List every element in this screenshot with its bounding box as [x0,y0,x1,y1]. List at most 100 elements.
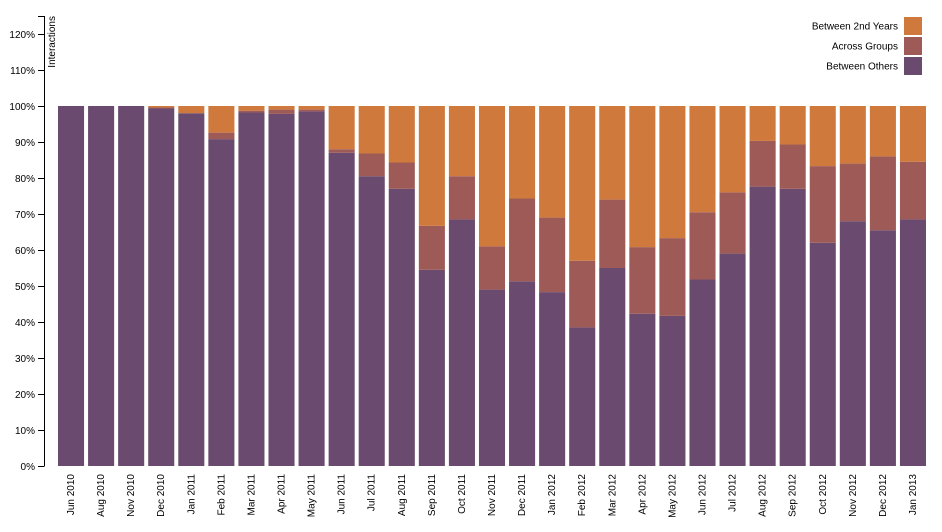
x-tick-label: Feb 2011 [216,474,227,516]
bar-segment-between-others [298,111,325,467]
bar-stack [599,106,626,466]
y-tick-label: 30% [15,354,35,365]
bar-segment-between-2nd-years [629,106,656,248]
bar-segment-across-groups [839,163,866,222]
bar-stack [869,106,896,466]
bar-segment-between-others [539,292,566,466]
x-tick-label: Aug 2012 [758,474,769,517]
x-tick-label: Nov 2012 [848,474,859,517]
legend-swatch [904,57,922,75]
bar-segment-between-others [599,268,626,466]
bar-stack [58,106,85,466]
bar-segment-between-others [88,106,115,466]
x-tick-label: Apr 2011 [277,474,288,514]
x-axis-labels: Jun 2010 Aug 2010 Nov 2010 Dec 2010 Jan 2011… [66,474,919,518]
bar-segment-between-2nd-years [268,106,295,110]
bar-segment-between-others [208,139,235,466]
bar-segment-between-2nd-years [719,106,746,193]
bar-segment-across-groups [629,247,656,314]
y-tick-label: 100% [9,102,35,113]
bar-segment-between-others [659,315,686,466]
y-axis: 0% 10% 20% 30% 40% 50% 60% 70% 80% 90% 100% 110% 120… [9,16,45,473]
bar-segment-between-others [689,279,716,466]
bar-segment-between-others [328,152,355,467]
x-tick-label: Oct 2011 [457,474,468,514]
bar-segment-between-others [268,113,295,467]
bar-segment-between-others [358,176,385,466]
bar-stack [418,106,445,466]
x-tick-label: Jan 2011 [186,474,197,515]
bar-segment-between-2nd-years [178,106,205,114]
x-tick-label: Jul 2012 [728,474,739,512]
bar-stack [539,106,566,466]
bar-segment-across-groups [448,176,475,220]
legend-label: Between 2nd Years [812,22,898,33]
bar-segment-between-2nd-years [238,106,265,111]
x-tick-label: Dec 2012 [878,474,889,517]
x-tick-label: Feb 2012 [577,474,588,517]
bar-segment-across-groups [268,109,295,114]
bar-segment-between-2nd-years [358,106,385,154]
bar-segment-across-groups [569,260,596,328]
bar-segment-between-2nd-years [509,106,536,199]
x-tick-label: Oct 2012 [818,474,829,515]
bar-stack [178,106,205,466]
bar-segment-between-others [388,188,415,467]
bar-segment-between-2nd-years [599,106,626,200]
y-tick-label: 10% [15,426,35,437]
bar-stack [899,106,926,466]
bar-segment-across-groups [749,140,776,187]
bar-segment-across-groups [809,166,836,243]
x-tick-label: Aug 2010 [96,474,107,517]
y-axis-title: Interactions [47,16,58,68]
bar-stack [148,106,175,467]
x-tick-label: Dec 2010 [156,474,167,517]
bar-segment-between-others [809,242,836,466]
bar-segment-between-2nd-years [539,106,566,218]
bar-segment-across-groups [298,109,325,112]
bar-segment-between-others [569,327,596,466]
bar-segment-between-others [118,106,145,466]
bar-stack [118,106,145,466]
x-tick-label: Aug 2011 [397,474,408,517]
bar-segment-across-groups [599,199,626,268]
bar-segment-between-2nd-years [689,106,716,213]
x-tick-label: Nov 2011 [487,474,498,517]
bar-segment-between-2nd-years [478,106,506,247]
x-tick-label: Jun 2010 [66,474,77,516]
y-tick-label: 90% [15,138,35,149]
bar-segment-across-groups [358,153,385,177]
bar-segment-between-others [478,289,506,466]
bar-segment-across-groups [539,217,566,293]
bar-segment-between-2nd-years [148,106,175,108]
bar-stack [448,106,475,466]
bar-segment-between-others [418,269,445,466]
bar-segment-across-groups [328,149,355,153]
x-tick-label: Sep 2011 [427,474,438,517]
bar-segment-across-groups [148,107,175,109]
bar-segment-between-others [749,186,776,466]
bar-stack [509,106,536,466]
bars [58,106,926,467]
bar-segment-between-2nd-years [839,106,866,164]
x-tick-label: Jan 2013 [908,474,919,516]
bar-segment-across-groups [208,132,235,140]
bar-segment-across-groups [388,162,415,189]
y-tick-label: 80% [15,174,35,185]
bar-stack [88,106,115,466]
x-tick-label: Mar 2011 [246,474,257,516]
bar-stack [238,106,265,466]
bar-segment-between-others [869,230,896,466]
bar-segment-between-others [238,112,265,466]
bar-segment-between-2nd-years [298,106,325,110]
x-tick-label: May 2011 [307,474,318,518]
bar-segment-between-others [509,281,536,466]
bar-stack [779,106,806,467]
legend: Between 2nd Years Across Groups Between Ot… [812,17,922,75]
bar-segment-between-2nd-years [779,106,806,145]
y-tick-label: 20% [15,390,35,401]
legend-swatch [904,17,922,35]
bar-segment-between-2nd-years [328,106,355,150]
bar-stack [569,106,596,466]
y-tick-label: 60% [15,246,35,257]
